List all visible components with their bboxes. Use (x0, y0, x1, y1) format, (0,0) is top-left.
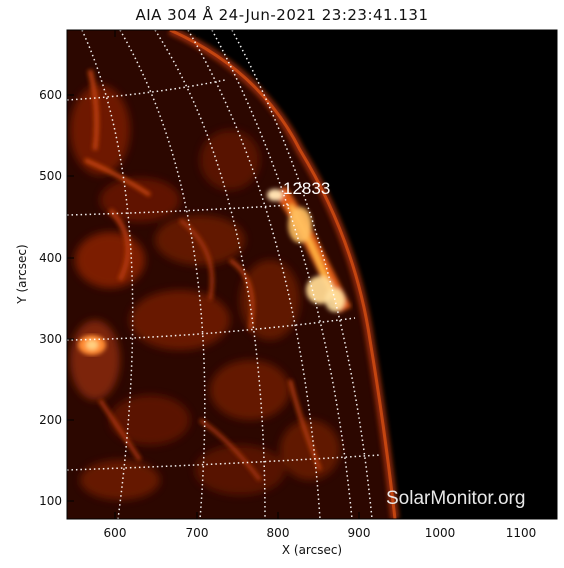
heliographic-grid (67, 30, 381, 519)
x-axis (114, 30, 522, 519)
x-tick-label: 600 (104, 526, 127, 540)
y-axis-title: Y (arcsec) (15, 244, 29, 304)
x-tick-label: 1100 (506, 526, 537, 540)
image-title: AIA 304 Å 24-Jun-2021 23:23:41.131 (135, 6, 429, 24)
active-region-label: 12833 (283, 179, 330, 198)
plot-frame (66, 29, 558, 520)
x-axis-title: X (arcsec) (282, 543, 342, 557)
y-tick-label: 400 (39, 251, 62, 265)
y-tick-label: 200 (39, 413, 62, 427)
y-tick-label: 300 (39, 332, 62, 346)
x-tick-label: 700 (186, 526, 209, 540)
y-axis (67, 94, 557, 502)
x-tick-label: 1000 (425, 526, 456, 540)
active-region-emission (267, 186, 352, 314)
watermark: SolarMonitor.org (386, 488, 525, 509)
x-tick-label: 900 (348, 526, 371, 540)
x-tick-label: 800 (267, 526, 290, 540)
y-tick-label: 100 (39, 494, 62, 508)
solar-disk-image (67, 30, 400, 519)
y-tick-label: 600 (39, 88, 62, 102)
y-tick-label: 500 (39, 169, 62, 183)
